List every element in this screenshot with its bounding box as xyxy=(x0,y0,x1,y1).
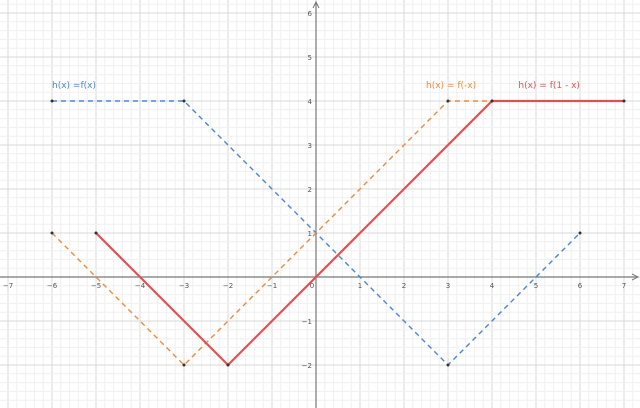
y-axis-arrow-icon xyxy=(312,0,320,9)
y-tick-label: 1 xyxy=(308,230,312,238)
x-tick-label: −6 xyxy=(47,282,58,290)
x-tick-label: 5 xyxy=(534,282,538,290)
x-tick-label: −7 xyxy=(3,282,13,290)
data-point xyxy=(622,99,626,103)
y-tick-label: 5 xyxy=(308,54,312,62)
data-point xyxy=(446,363,450,367)
x-tick-label: −4 xyxy=(135,282,146,290)
data-point xyxy=(94,231,98,235)
x-tick-label: −2 xyxy=(223,282,233,290)
x-tick-label: 6 xyxy=(578,282,583,290)
x-tick-label: 4 xyxy=(490,282,495,290)
y-tick-label: 3 xyxy=(308,142,312,150)
series-label: h(x) =f(x) xyxy=(52,81,96,91)
data-point xyxy=(226,363,230,367)
x-tick-label: −3 xyxy=(179,282,189,290)
x-tick-label: 2 xyxy=(402,282,406,290)
y-tick-label: 4 xyxy=(308,98,313,106)
series-label: h(x) = f(-x) xyxy=(426,81,476,91)
series-line-1 xyxy=(51,100,492,366)
x-tick-label: 7 xyxy=(622,282,626,290)
data-point xyxy=(182,363,186,367)
data-point xyxy=(446,99,450,103)
data-point xyxy=(578,231,582,235)
x-tick-label: 3 xyxy=(446,282,450,290)
series-line-2 xyxy=(95,99,624,367)
data-point xyxy=(182,99,186,103)
y-tick-label: −2 xyxy=(302,362,312,370)
data-point xyxy=(490,99,494,103)
x-tick-label: −5 xyxy=(91,282,101,290)
x-tick-label: −1 xyxy=(267,282,277,290)
x-tick-label: 1 xyxy=(358,282,362,290)
data-point xyxy=(50,99,54,103)
y-tick-label: 6 xyxy=(308,10,313,18)
data-point xyxy=(50,231,54,235)
series-label: h(x) = f(1 - x) xyxy=(518,81,580,91)
x-tick-label: 0 xyxy=(310,282,314,290)
x-axis-arrow-icon xyxy=(631,273,640,281)
y-tick-label: 2 xyxy=(308,186,312,194)
y-tick-label: −1 xyxy=(302,318,312,326)
